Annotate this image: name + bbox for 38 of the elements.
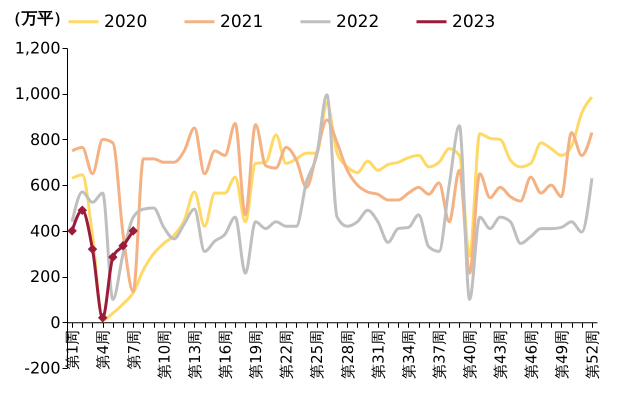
point — [67, 226, 77, 236]
y-tick-label: 600 — [30, 176, 60, 195]
y-tick-label: 800 — [30, 130, 60, 149]
point — [78, 206, 88, 216]
y-tick-label: 1,200 — [14, 38, 60, 58]
legend-label: 2021 — [220, 12, 264, 32]
y-tick-label: 200 — [30, 267, 60, 286]
legend-label: 2020 — [104, 12, 148, 32]
y-tick-label: -200 — [24, 358, 60, 378]
x-tick-label: 第49周 — [552, 330, 571, 379]
point — [128, 226, 138, 236]
y-tick-label: 1,000 — [14, 84, 60, 104]
y-axis-title: （万平） — [6, 8, 70, 28]
x-tick-label: 第52周 — [583, 330, 602, 379]
point — [118, 240, 128, 250]
x-tick-label: 第43周 — [492, 330, 510, 379]
point — [98, 312, 108, 322]
x-tick-label: 第40周 — [461, 330, 480, 379]
x-tick-label: 第16周 — [216, 330, 234, 379]
legend-label: 2022 — [336, 12, 380, 32]
x-tick-label: 第28周 — [338, 330, 357, 379]
x-tick-label: 第46周 — [522, 330, 540, 379]
point — [88, 244, 98, 254]
x-tick-label: 第37周 — [430, 330, 449, 379]
x-tick-label: 第22周 — [278, 330, 296, 379]
x-tick-label: 第4周 — [94, 330, 112, 370]
legend-label: 2023 — [452, 12, 496, 32]
x-tick-label: 第34周 — [400, 330, 418, 379]
x-tick-label: 第10周 — [155, 330, 174, 379]
x-tick-label: 第25周 — [308, 330, 326, 379]
x-tick-label: 第31周 — [369, 330, 388, 379]
x-tick-label: 第13周 — [186, 330, 204, 379]
y-tick-label: 0 — [50, 312, 60, 332]
x-tick-label: 第7周 — [124, 330, 143, 370]
line-series — [70, 118, 594, 293]
y-tick-label: 400 — [30, 221, 60, 240]
point — [108, 252, 118, 262]
x-tick-label: 第19周 — [247, 330, 266, 379]
